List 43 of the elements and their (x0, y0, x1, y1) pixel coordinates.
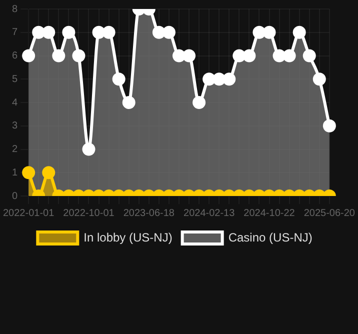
point (172, 49, 186, 62)
point (262, 26, 276, 39)
x-tick-label: 2025-06-20 (304, 208, 356, 219)
point (62, 26, 76, 39)
legend-label: Casino (US-NJ) (228, 230, 312, 244)
y-tick-label: 6 (12, 50, 18, 62)
y-tick-label: 3 (12, 120, 18, 132)
y-tick-label: 4 (12, 97, 18, 108)
x-tick-label: 2024-02-13 (184, 208, 236, 219)
y-tick-label: 8 (12, 4, 18, 15)
y-tick-label: 0 (12, 190, 18, 202)
point (312, 72, 326, 86)
point (72, 49, 86, 62)
point (222, 72, 236, 86)
x-tick-label: 2022-10-01 (63, 208, 115, 219)
y-tick-label: 5 (12, 74, 18, 85)
point (232, 49, 246, 62)
point (92, 26, 106, 39)
point (42, 26, 56, 39)
point (102, 26, 116, 39)
x-tick-label: 2023-06-18 (123, 208, 175, 219)
point (212, 72, 226, 86)
point (152, 26, 166, 39)
point (242, 49, 256, 62)
point (272, 49, 286, 62)
point (162, 26, 176, 39)
point (52, 49, 66, 62)
y-tick-label: 7 (12, 27, 18, 38)
point (292, 26, 306, 39)
point (282, 49, 296, 62)
point (202, 72, 216, 86)
point (122, 96, 136, 109)
x-tick-label: 2024-10-22 (244, 208, 296, 219)
point (32, 26, 46, 39)
point (302, 49, 316, 62)
legend-label: In lobby (US-NJ) (84, 230, 172, 244)
point (112, 72, 126, 86)
point (182, 49, 196, 62)
y-tick-label: 2 (12, 144, 18, 155)
point (192, 96, 206, 109)
x-tick-label: 2022-01-01 (3, 208, 55, 219)
y-tick-label: 1 (12, 167, 18, 178)
point (252, 26, 266, 39)
